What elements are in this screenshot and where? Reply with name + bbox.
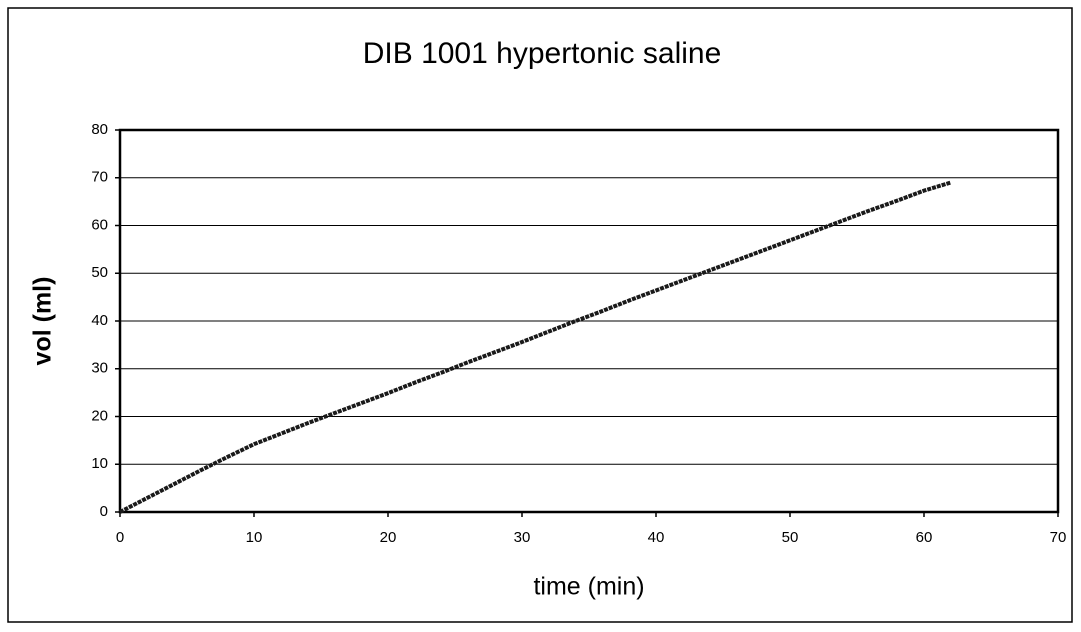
x-tick-label: 30: [514, 529, 531, 546]
x-tick-label: 40: [648, 529, 665, 546]
x-tick-label: 20: [380, 529, 397, 546]
y-tick-label: 10: [91, 455, 108, 472]
y-tick-label: 20: [91, 407, 108, 424]
data-line: [119, 180, 952, 514]
plot-area: [118, 128, 1060, 514]
x-tick-label: 50: [782, 529, 799, 546]
y-tick-label: 80: [91, 121, 108, 138]
y-tick-label: 50: [91, 264, 108, 281]
chart-title: DIB 1001 hypertonic saline: [363, 37, 722, 70]
chart-frame: [7, 7, 1073, 623]
y-tick-label: 60: [91, 216, 108, 233]
y-tick-label: 70: [91, 169, 108, 186]
x-axis-title: time (min): [533, 573, 644, 601]
y-tick-label: 40: [91, 312, 108, 329]
y-tick-label: 0: [100, 503, 108, 520]
y-tick-label: 30: [91, 360, 108, 377]
x-tick-label: 0: [116, 529, 124, 546]
y-axis-title: vol (ml): [29, 277, 57, 366]
x-tick-label: 60: [916, 529, 933, 546]
x-tick-label: 70: [1050, 529, 1067, 546]
x-tick-label: 10: [246, 529, 263, 546]
